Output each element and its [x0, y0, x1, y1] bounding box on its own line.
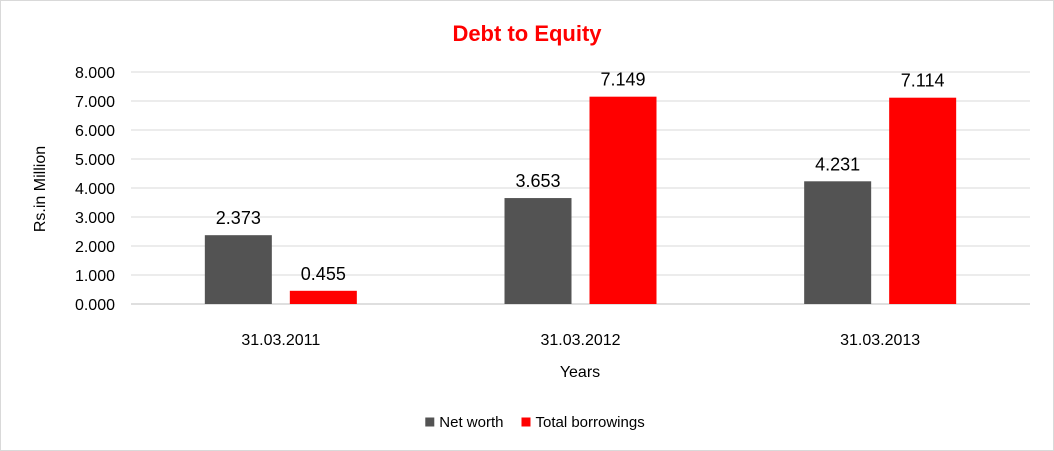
y-tick-label: 4.000	[75, 181, 115, 198]
x-axis-label: Years	[560, 364, 600, 381]
x-tick-label: 31.03.2012	[540, 332, 620, 349]
data-label: 7.114	[901, 71, 945, 91]
y-tick-label: 2.000	[75, 239, 115, 256]
y-axis-label: Rs.in Million	[32, 146, 49, 232]
bar	[204, 235, 272, 304]
x-axis-ticks: 31.03.2011 31.03.2012 31.03.2013	[241, 332, 920, 349]
data-label: 0.455	[301, 264, 346, 284]
bar	[889, 97, 957, 304]
legend: Net worth Total borrowings	[425, 414, 645, 431]
legend-swatch	[425, 417, 435, 427]
y-tick-label: 1.000	[75, 268, 115, 285]
data-labels: 2.373 0.455 3.653 7.149 4.231 7.114	[216, 70, 945, 284]
y-tick-label: 0.000	[75, 297, 115, 314]
data-label: 7.149	[600, 70, 645, 90]
legend-label: Total borrowings	[535, 414, 644, 431]
y-tick-label: 6.000	[75, 123, 115, 140]
bar	[504, 198, 572, 304]
legend-label: Net worth	[439, 414, 503, 431]
y-tick-label: 8.000	[75, 65, 115, 82]
legend-swatch	[521, 417, 531, 427]
data-label: 2.373	[216, 208, 261, 228]
bar	[589, 96, 657, 304]
y-tick-label: 3.000	[75, 210, 115, 227]
x-tick-label: 31.03.2011	[241, 332, 320, 349]
bar	[289, 290, 357, 304]
y-tick-label: 7.000	[75, 94, 115, 111]
x-tick-label: 31.03.2013	[840, 332, 920, 349]
chart-title: Debt to Equity	[452, 21, 602, 46]
y-axis-ticks: 0.000 1.000 2.000 3.000 4.000 5.000 6.000 7.000…	[75, 65, 115, 314]
data-label: 4.231	[815, 154, 860, 174]
bars	[204, 96, 957, 304]
bar	[804, 181, 872, 304]
data-label: 3.653	[515, 171, 560, 191]
y-tick-label: 5.000	[75, 152, 115, 169]
gridlines	[131, 71, 1030, 305]
